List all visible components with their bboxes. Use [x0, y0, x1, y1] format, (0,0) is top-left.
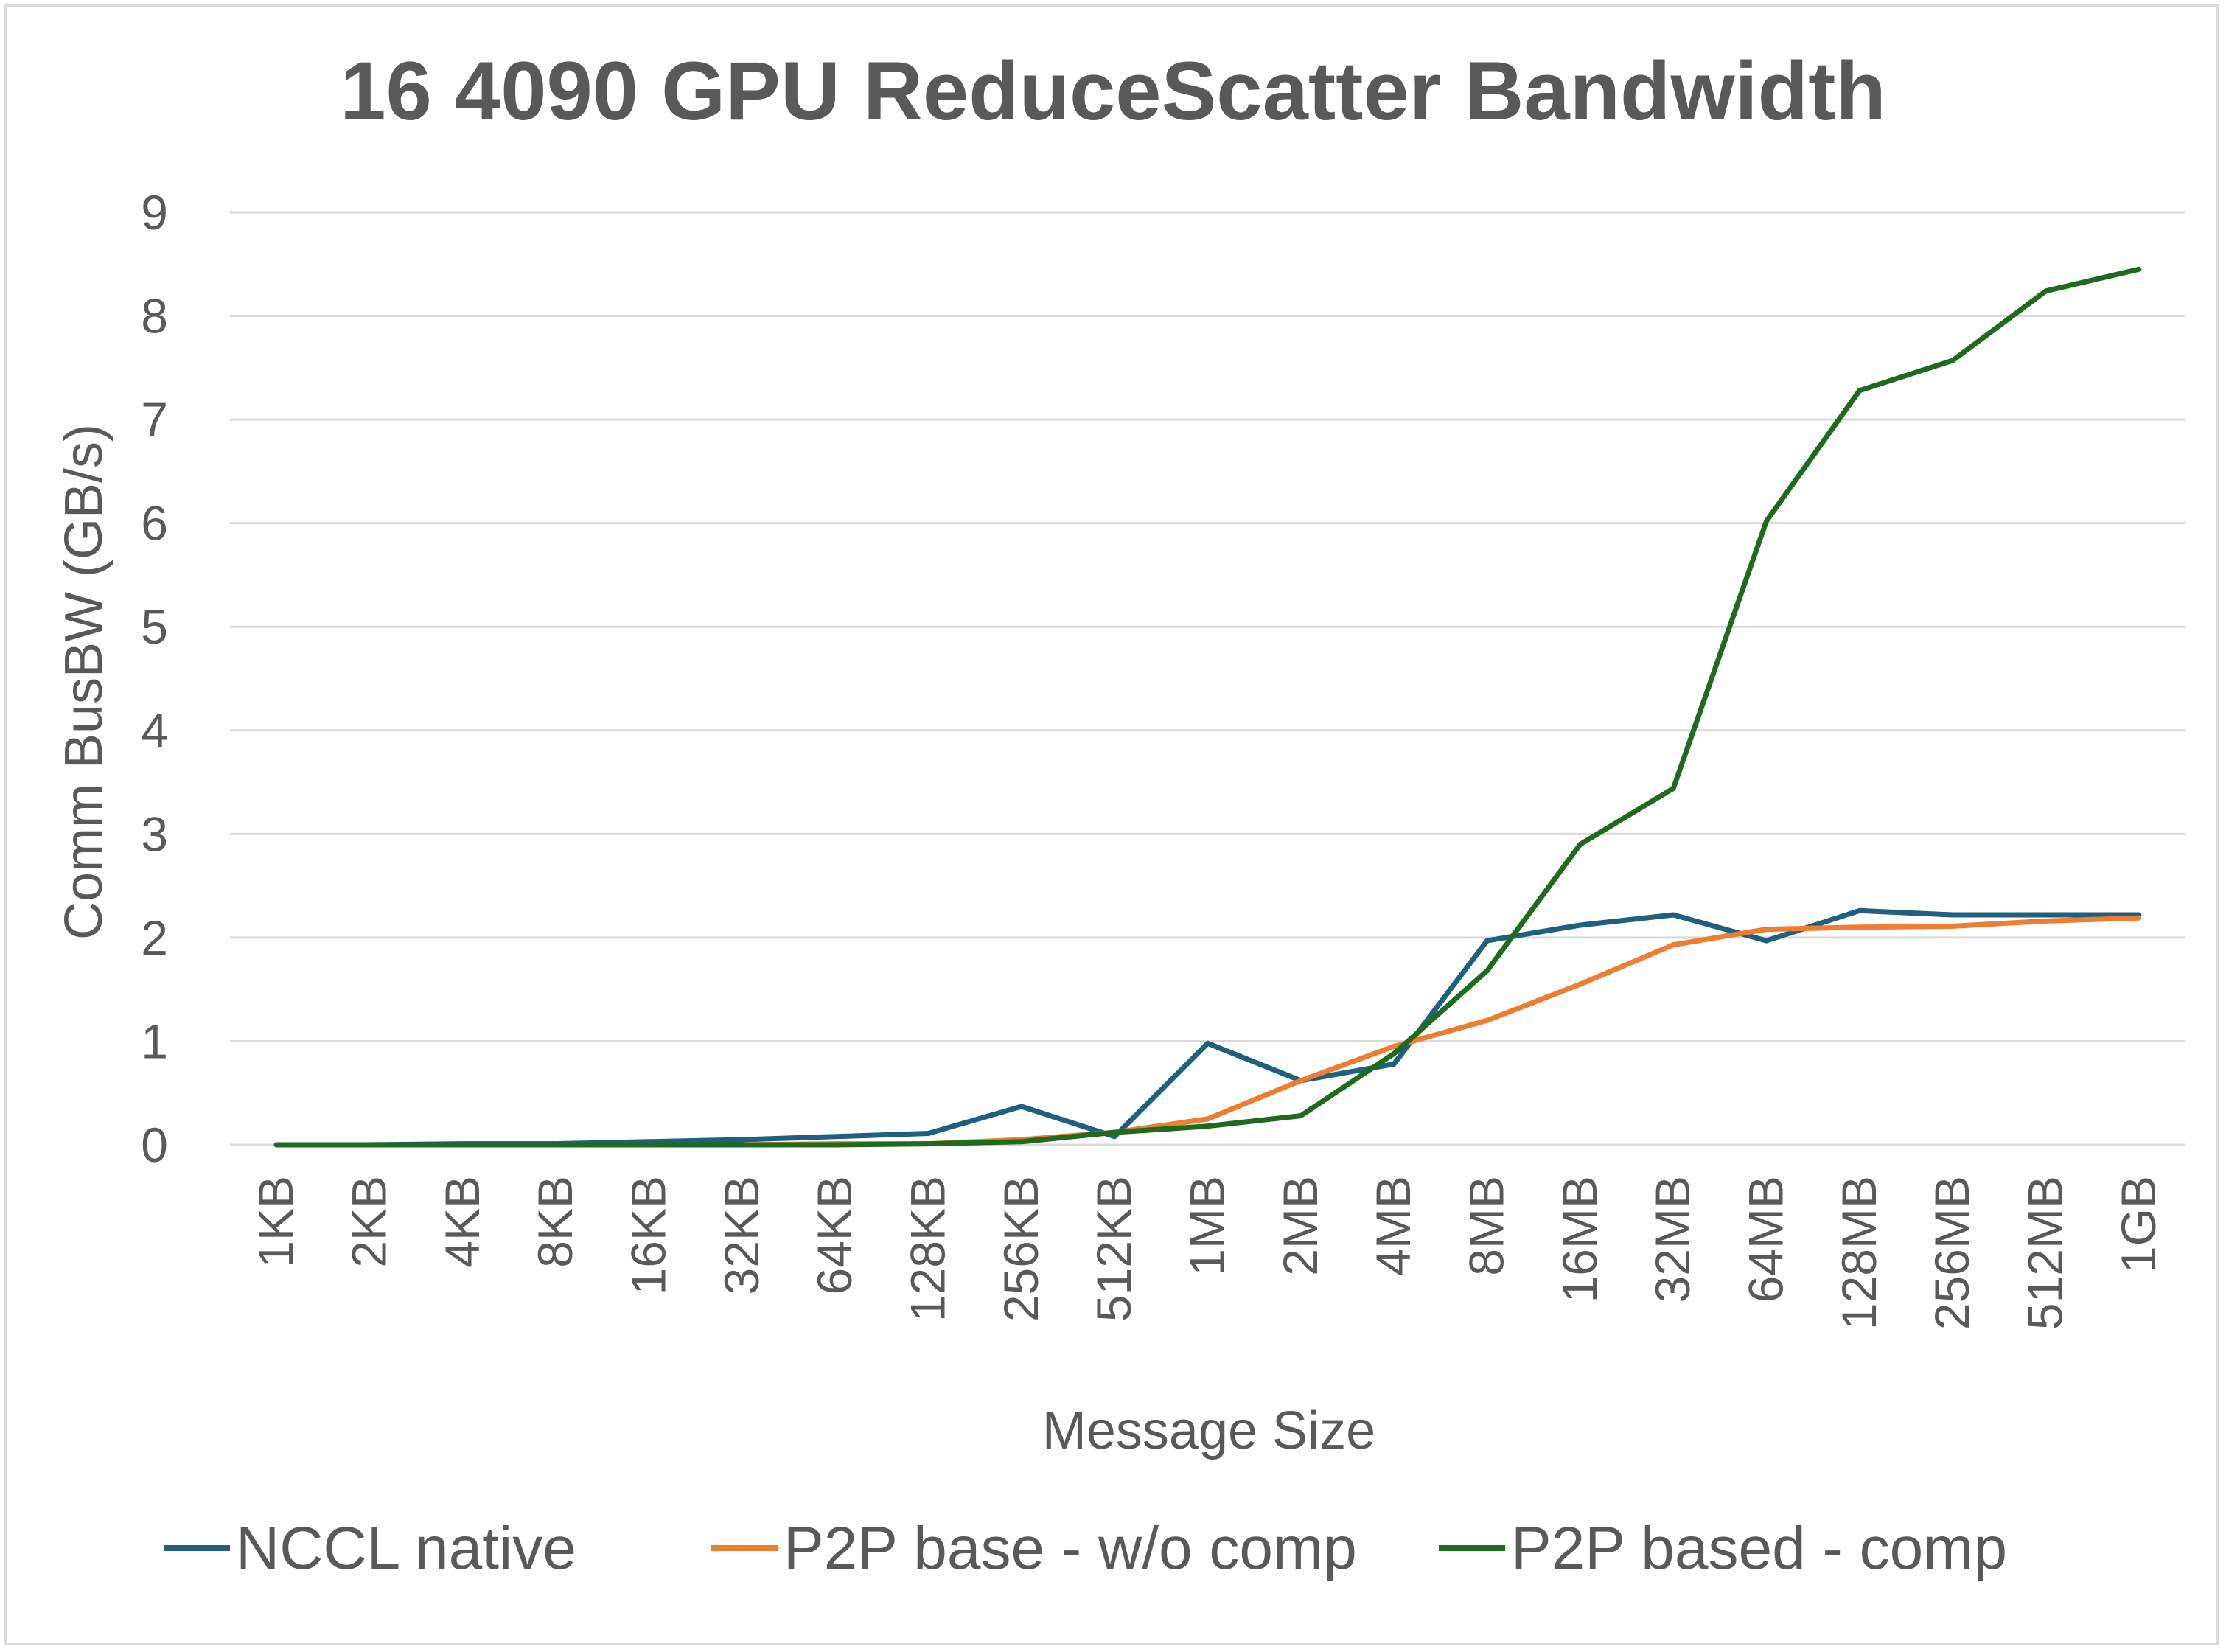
- legend-label-3: P2P based - comp: [1511, 1515, 2007, 1582]
- y-tick-label: 8: [141, 289, 168, 344]
- y-tick-label: 9: [141, 185, 168, 240]
- x-tick-label: 2MB: [1273, 1176, 1327, 1276]
- x-tick-label: 2KB: [342, 1176, 397, 1268]
- x-tick-label: 128KB: [901, 1176, 955, 1322]
- x-tick-label: 16MB: [1552, 1176, 1607, 1303]
- gridlines: [230, 211, 2185, 1146]
- x-tick-label: 128MB: [1832, 1176, 1886, 1330]
- series-lines: [273, 266, 2142, 1148]
- y-axis-title: Comm BusBW (GB/s): [55, 424, 114, 940]
- x-tick-label: 32KB: [714, 1176, 769, 1294]
- series-line-1: [273, 907, 2142, 1148]
- y-tick-label: 1: [141, 1014, 168, 1068]
- x-tick-label: 1KB: [248, 1176, 303, 1268]
- x-tick-label: 1GB: [2111, 1176, 2166, 1273]
- x-tick-label: 256MB: [1925, 1176, 1979, 1330]
- x-tick-label: 512MB: [2018, 1176, 2073, 1330]
- x-tick-label: 512KB: [1086, 1176, 1141, 1322]
- chart-frame: [4, 4, 2219, 1645]
- series-line-3: [273, 266, 2142, 1148]
- x-tick-label: 4MB: [1366, 1176, 1420, 1276]
- x-axis-tick-labels: 1KB 2KB 4KB 8KB 16KB 32KB 64KB 128KB 256KB 512KB 1…: [248, 1176, 2166, 1330]
- y-tick-label: 7: [141, 392, 168, 447]
- y-tick-label: 6: [141, 496, 168, 551]
- x-tick-label: 4KB: [435, 1176, 489, 1268]
- legend: NCCL native P2P base - w/o comp P2P based …: [164, 1515, 2007, 1582]
- x-tick-label: 1MB: [1180, 1176, 1235, 1276]
- y-tick-label: 3: [141, 806, 168, 861]
- y-tick-label: 4: [141, 703, 168, 758]
- series-line-2: [273, 915, 2142, 1148]
- legend-label-1: NCCL native: [236, 1515, 576, 1582]
- y-axis-tick-labels: 0 1 2 3 4 5 6 7 8 9: [141, 185, 168, 1172]
- y-tick-label: 2: [141, 910, 168, 965]
- x-tick-label: 64KB: [807, 1176, 862, 1294]
- legend-label-2: P2P base - w/o comp: [784, 1515, 1357, 1582]
- y-tick-label: 0: [141, 1118, 168, 1172]
- x-tick-label: 32MB: [1645, 1176, 1700, 1303]
- x-tick-label: 256KB: [994, 1176, 1048, 1322]
- x-tick-label: 64MB: [1739, 1176, 1793, 1303]
- x-tick-label: 16KB: [621, 1176, 676, 1294]
- x-axis-title: Message Size: [1042, 1401, 1375, 1460]
- chart-title: 16 4090 GPU ReduceScatter Bandwidth: [340, 45, 1886, 137]
- x-tick-label: 8MB: [1459, 1176, 1514, 1276]
- x-tick-label: 8KB: [528, 1176, 582, 1268]
- y-tick-label: 5: [141, 599, 168, 654]
